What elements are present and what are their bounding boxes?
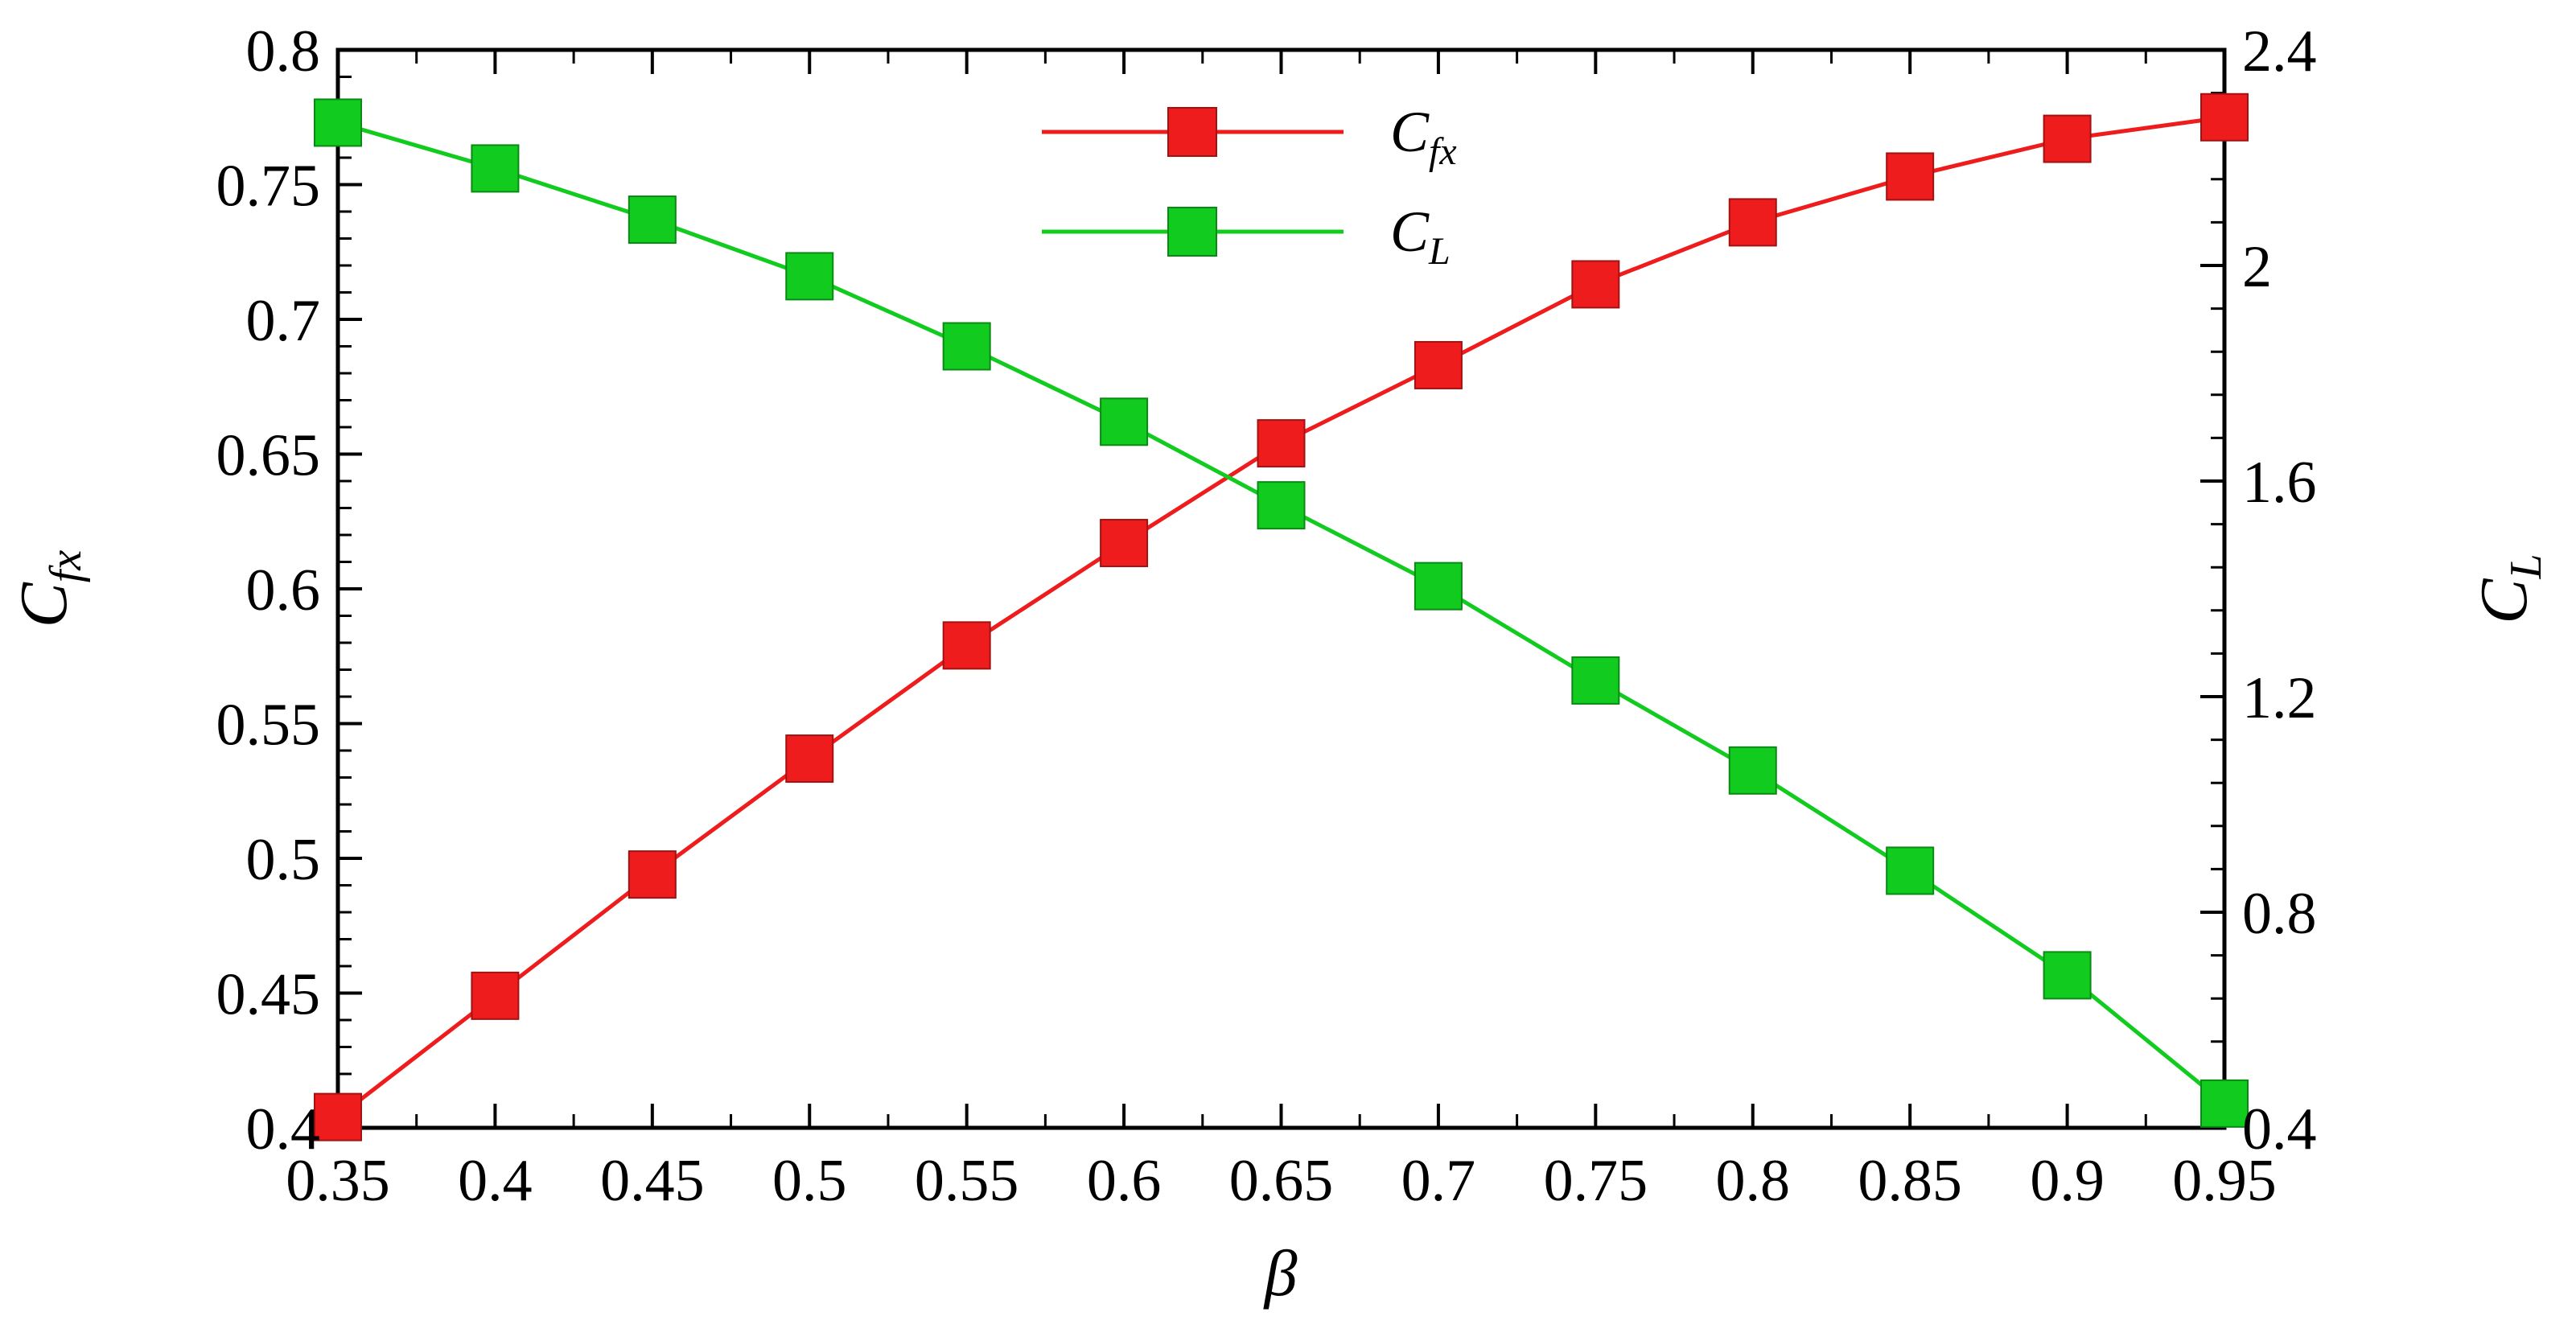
legend: Cfx CL (1042, 100, 1457, 273)
x-tick-label: 0.5 (772, 1148, 847, 1214)
series-marker-cfx (942, 621, 991, 670)
y-left-tick-labels: 0.4 0.45 0.5 0.55 0.6 0.65 0.7 0.75 0.8 (216, 19, 321, 1162)
series-marker-cl (628, 195, 677, 245)
series-marker-cfx (628, 850, 677, 899)
series-marker-cl (1571, 656, 1620, 705)
series-marker-cfx (1414, 340, 1463, 389)
x-tick-label: 0.75 (1544, 1148, 1648, 1214)
legend-label-cfx-main: C (1390, 100, 1430, 164)
legend-label-cfx: Cfx (1390, 100, 1457, 173)
series-marker-cfx (785, 734, 834, 784)
x-axis-title: β (1263, 1236, 1298, 1310)
y-right-axis-title-main: C (2467, 578, 2541, 624)
y-left-tick-label: 0.5 (246, 827, 321, 893)
y-right-tick-label: 2 (2242, 234, 2272, 300)
y-left-tick-label: 0.65 (216, 423, 321, 489)
y-left-tick-label: 0.45 (216, 962, 321, 1028)
series-marker-cl (942, 322, 991, 371)
y-left-axis-title: Cfx (6, 550, 91, 628)
x-tick-label: 0.6 (1087, 1148, 1162, 1214)
series-marker-cfx (471, 971, 520, 1020)
x-tick-label: 0.4 (458, 1148, 533, 1214)
series-line-cfx (336, 115, 2225, 1119)
y-left-axis-title-sub: fx (41, 550, 91, 583)
series-marker-cl (2043, 951, 2092, 1000)
y-left-tick-label: 0.75 (216, 154, 321, 220)
series-line-cl (337, 121, 2226, 1105)
y-right-tick-label: 0.8 (2242, 881, 2317, 947)
series-marker-cfx (1571, 260, 1620, 309)
series-marker-cl (1100, 397, 1149, 446)
series-marker-cfx (1257, 419, 1306, 468)
legend-marker-cl (1167, 207, 1217, 257)
legend-label-cl-main: C (1390, 200, 1430, 264)
y-left-tick-label: 0.4 (246, 1096, 321, 1162)
series-marker-cfx (1100, 519, 1149, 568)
x-tick-label: 0.7 (1401, 1148, 1476, 1214)
x-tick-label: 0.45 (600, 1148, 705, 1214)
y-left-axis-title-main: C (6, 582, 81, 627)
x-tick-label: 0.35 (286, 1148, 390, 1214)
series-marker-cfx (2043, 114, 2092, 163)
plot-frame (335, 47, 2227, 1130)
y-right-tick-labels: 0.4 0.8 1.2 1.6 2 2.4 (2242, 19, 2317, 1162)
series-marker-cl (1728, 746, 1777, 795)
series-marker-cfx (1728, 198, 1777, 247)
y-right-tick-label: 0.4 (2242, 1096, 2317, 1162)
y-left-tick-label: 0.6 (246, 557, 321, 623)
series-marker-cl (2200, 1079, 2249, 1128)
y-right-axis-title-sub: L (2501, 553, 2551, 579)
y-right-tick-label: 1.2 (2242, 665, 2317, 731)
x-tick-label: 0.65 (1229, 1148, 1334, 1214)
y-right-tick-label: 1.6 (2242, 450, 2317, 516)
y-right-tick-label: 2.4 (2242, 19, 2317, 84)
series-marker-cfx (2200, 93, 2249, 142)
x-tick-label: 0.95 (2172, 1148, 2277, 1214)
series-marker-cfx (314, 1092, 362, 1141)
x-tick-label: 0.8 (1716, 1148, 1791, 1214)
series-marker-cl (1886, 846, 1935, 895)
series-marker-cl (785, 252, 834, 301)
x-tick-labels: 0.35 0.4 0.45 0.5 0.55 0.6 0.65 0.7 0.75 0.8 0.85 0… (286, 1148, 2277, 1214)
series-marker-cl (1257, 481, 1306, 530)
legend-label-cl: CL (1390, 200, 1451, 273)
legend-label-cl-sub: L (1428, 230, 1451, 273)
x-tick-label: 0.55 (915, 1148, 1019, 1214)
x-tick-label: 0.9 (2030, 1148, 2105, 1214)
series-marker-cfx (1886, 152, 1935, 201)
legend-label-cfx-sub: fx (1429, 130, 1457, 173)
legend-marker-cfx (1167, 107, 1217, 157)
series-marker-cl (471, 144, 520, 193)
series-marker-cl (314, 98, 362, 147)
major-ticks (336, 48, 2226, 1129)
series-layer (314, 93, 2249, 1141)
y-left-tick-label: 0.7 (246, 288, 321, 354)
series-marker-cl (1414, 561, 1463, 611)
minor-ticks (338, 50, 2224, 1128)
y-left-tick-label: 0.8 (246, 19, 321, 84)
y-left-tick-label: 0.55 (216, 693, 321, 759)
x-tick-label: 0.85 (1858, 1148, 1962, 1214)
y-right-axis-title: CL (2467, 553, 2551, 623)
